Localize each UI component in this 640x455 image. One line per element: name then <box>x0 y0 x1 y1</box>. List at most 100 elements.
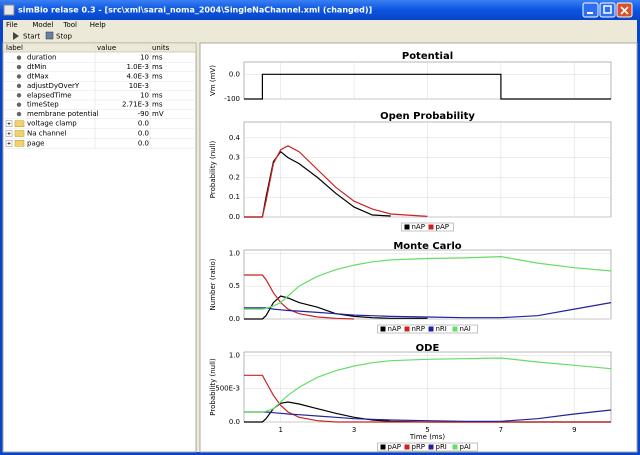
toolbar-button[interactable]: Stop <box>56 33 72 41</box>
y-tick-label: 500E-3 <box>215 385 240 393</box>
row-value: 1.0E-3 <box>126 63 149 71</box>
column-header: units <box>152 44 170 52</box>
plus <box>7 141 11 145</box>
menu-item[interactable]: Help <box>90 21 107 29</box>
y-axis-label: Probability (null) <box>209 358 217 416</box>
legend-box <box>377 324 478 334</box>
chart: Potential Vm (mV) 0.0 -100 <box>209 51 612 103</box>
property-panel <box>2 42 197 453</box>
title-bar <box>0 0 640 20</box>
y-tick-label: 0.0 <box>229 418 240 426</box>
x-tick-label: 5 <box>425 426 429 434</box>
legend-swatch <box>380 326 386 332</box>
legend-label: nAP <box>388 325 401 333</box>
y-tick-label: 0.0 <box>229 315 240 323</box>
series-line <box>244 374 611 423</box>
row-value: -90 <box>138 110 149 118</box>
menu-bar: File Model Tool Help <box>6 21 106 29</box>
window-title: simBio relase 0.3 - [src\xml\sarai_noma_… <box>18 6 372 15</box>
legend-box <box>377 442 478 452</box>
row-label: adjustDyOverY <box>27 82 80 90</box>
y-tick-label: 0.5 <box>229 282 240 290</box>
legend-swatch <box>404 224 410 230</box>
x-tick-label: 9 <box>572 426 576 434</box>
y-axis-label: Number (ratio) <box>209 258 217 310</box>
x-axis-label: Time (ms) <box>409 433 446 441</box>
window-buttons[interactable] <box>582 2 633 18</box>
row-value: 0.0 <box>138 139 149 147</box>
row-label: Na channel <box>27 130 67 138</box>
x-tick-label: 7 <box>499 426 503 434</box>
menu-item[interactable]: File <box>6 21 18 29</box>
table-header <box>2 42 197 53</box>
chart: ODE Probability (null) 1 3 5 7 9 0.0 500E-3 1.0 Ti… <box>209 343 612 452</box>
leaf-bullet <box>16 111 22 117</box>
folder-icon <box>14 130 25 137</box>
maximize-button[interactable] <box>599 2 616 18</box>
stop-icon <box>45 31 54 40</box>
app-icon <box>3 4 15 16</box>
row-value: 2.71E-3 <box>122 101 149 109</box>
row-value: 10 <box>140 54 149 62</box>
legend-label: nAP <box>412 223 425 231</box>
row-label: timeStep <box>27 101 59 109</box>
y-tick-label: 0.3 <box>229 154 240 162</box>
x-tick-label: 3 <box>352 426 356 434</box>
row-value: 4.0E-3 <box>126 73 149 81</box>
legend-swatch <box>428 326 434 332</box>
series-line <box>244 255 612 310</box>
chart-title: ODE <box>416 343 440 354</box>
legend-label: nAI <box>460 325 471 333</box>
series-line <box>244 73 611 100</box>
row-label: dtMax <box>27 73 49 81</box>
legend-label: pAP <box>388 443 401 451</box>
chart-title: Monte Carlo <box>393 241 461 252</box>
column-header: value <box>97 44 116 52</box>
row-units: ms <box>152 54 163 62</box>
series-line <box>244 302 612 319</box>
series-line <box>244 274 355 320</box>
plus <box>7 132 11 135</box>
charts: Potential Vm (mV) 0.0 -100 Open Probability P… <box>209 51 612 452</box>
legend-label: pAI <box>460 443 471 451</box>
x-tick-label: 1 <box>278 426 282 434</box>
row-label: page <box>27 139 44 147</box>
menu-item[interactable]: Model <box>32 21 53 29</box>
row-label: membrane potential <box>27 110 99 118</box>
leaf-bullet <box>16 55 22 60</box>
y-axis-label: Probability (null) <box>209 141 217 199</box>
leaf-bullet <box>16 74 22 79</box>
legend-swatch <box>452 444 458 450</box>
start-icon <box>13 32 19 40</box>
legend-box <box>401 222 454 232</box>
legend-label: nRI <box>436 325 447 333</box>
chart-title: Potential <box>402 51 453 62</box>
row-units: ms <box>152 63 163 71</box>
leaf-bullet <box>16 83 22 89</box>
y-tick-label: 1.0 <box>229 351 240 359</box>
legend-label: pRP <box>412 443 426 451</box>
legend-label: pRI <box>436 443 447 451</box>
row-label: dtMin <box>27 63 47 71</box>
legend-swatch <box>380 444 386 450</box>
minimize-button[interactable] <box>582 2 599 18</box>
leaf-bullet <box>16 102 22 107</box>
folder-icon <box>14 120 25 127</box>
legend-label: nRP <box>412 325 426 333</box>
chart: Monte Carlo Number (ratio) 0.0 0.5 1.0 nAP nRP… <box>209 241 612 334</box>
leaf-bullet <box>16 93 22 98</box>
legend-swatch <box>428 224 434 230</box>
row-label: elapsedTime <box>27 91 72 99</box>
plus <box>7 122 11 126</box>
y-tick-label: 0.0 <box>229 70 240 78</box>
legend-swatch <box>428 444 434 450</box>
toolbar-button[interactable]: Start <box>23 33 40 41</box>
y-tick-label: 0.2 <box>229 173 240 181</box>
menu-item[interactable]: Tool <box>62 21 77 29</box>
row-value: 0.0 <box>138 120 149 128</box>
leaf-bullet <box>16 64 22 70</box>
y-tick-label: 1.0 <box>229 249 240 257</box>
y-tick-label: -100 <box>224 95 240 103</box>
series-line <box>244 145 428 218</box>
